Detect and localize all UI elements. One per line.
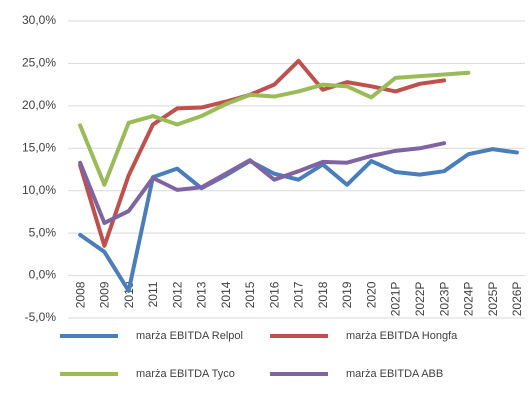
x-tick-label: 2022P	[413, 282, 427, 317]
x-tick-label: 2017	[292, 281, 306, 308]
x-tick-label: 2018	[316, 281, 330, 308]
y-tick-label: 15,0%	[22, 140, 56, 154]
legend: marża EBITDA Relpol marża EBITDA Hongfa ma…	[60, 330, 458, 380]
x-tick-label: 2019	[340, 281, 354, 308]
legend-label: marża EBITDA ABB	[346, 368, 443, 380]
y-tick-label: 5,0%	[29, 225, 57, 239]
x-tick-label: 2021P	[389, 282, 403, 317]
x-tick-label: 2023P	[437, 282, 451, 317]
y-tick-label: 25,0%	[22, 56, 56, 70]
series-line	[78, 70, 471, 187]
y-tick-label: 20,0%	[22, 98, 56, 112]
series-line	[78, 141, 447, 225]
x-tick-label: 2016	[267, 281, 281, 308]
legend-label: marża EBITDA Tyco	[136, 368, 235, 380]
y-tick-label: 30,0%	[22, 13, 56, 27]
x-tick-label: 2008	[73, 281, 87, 308]
x-tick-label: 2012	[170, 281, 184, 308]
x-tick-label: 2009	[98, 281, 112, 308]
y-tick-label: 10,0%	[22, 183, 56, 197]
x-tick-label: 2015	[243, 281, 257, 308]
legend-label: marża EBITDA Hongfa	[346, 330, 458, 342]
x-tick-label: 2026P	[510, 282, 524, 317]
x-tick-label: 2013	[195, 281, 209, 308]
x-tick-label: 2020	[364, 281, 378, 308]
x-tick-label: 2024P	[462, 282, 476, 317]
y-tick-label: 0,0%	[29, 268, 57, 282]
y-tick-label: -5,0%	[25, 310, 57, 324]
x-tick-label: 2011	[146, 281, 160, 307]
legend-label: marża EBITDA Relpol	[136, 330, 243, 342]
x-tick-label: 2025P	[486, 282, 500, 317]
x-tick-label: 2014	[219, 281, 233, 308]
